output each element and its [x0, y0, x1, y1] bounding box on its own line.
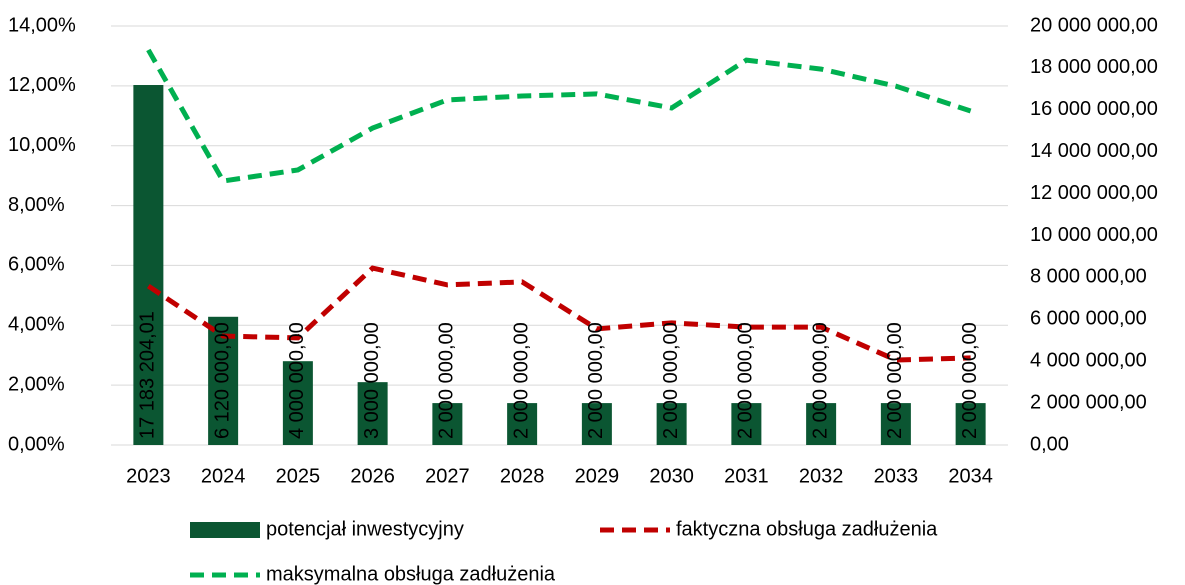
x-tick-label: 2024: [201, 465, 246, 487]
y2-tick-label: 16 000 000,00: [1030, 98, 1158, 120]
data-label: 6 120 000,00: [211, 322, 233, 439]
x-tick-label: 2023: [126, 465, 171, 487]
line: [146, 48, 972, 184]
bar: [581, 403, 612, 445]
y-tick-label: 2,00%: [8, 373, 65, 395]
x-tick-label: 2027: [425, 465, 470, 487]
bar: [432, 403, 463, 445]
x-tick-label: 2034: [948, 465, 993, 487]
data-label: 2 000 000,00: [660, 322, 682, 439]
bar: [357, 382, 388, 445]
bar: [806, 403, 837, 445]
data-label: 2 000 000,00: [735, 322, 757, 439]
y-tick-label: 8,00%: [8, 194, 65, 216]
y2-tick-label: 6 000 000,00: [1030, 308, 1147, 330]
legend-label: maksymalna obsługa zadłużenia: [266, 563, 556, 585]
data-label: 3 000 000,00: [361, 322, 383, 439]
data-label: 2 000 000,00: [809, 322, 831, 439]
bar: [133, 85, 164, 446]
data-label: 4 000 000,00: [286, 322, 308, 439]
data-label: 2 000 000,00: [436, 322, 458, 439]
data-label: 2 000 000,00: [884, 322, 906, 439]
y2-tick-label: 4 000 000,00: [1030, 349, 1147, 371]
y2-tick-label: 2 000 000,00: [1030, 391, 1147, 413]
x-tick-label: 2028: [500, 465, 545, 487]
y2-tick-label: 20 000 000,00: [1030, 14, 1158, 36]
y2-tick-label: 18 000 000,00: [1030, 56, 1158, 78]
y2-tick-label: 10 000 000,00: [1030, 224, 1158, 246]
x-tick-label: 2025: [276, 465, 321, 487]
x-tick-label: 2033: [874, 465, 919, 487]
legend-label: faktyczna obsługa zadłużenia: [676, 518, 938, 540]
x-tick-label: 2032: [799, 465, 844, 487]
data-label: 2 000 000,00: [510, 322, 532, 439]
y-tick-label: 10,00%: [8, 134, 76, 156]
data-label: 2 000 000,00: [585, 322, 607, 439]
y2-tick-label: 8 000 000,00: [1030, 266, 1147, 288]
x-tick-label: 2030: [649, 465, 694, 487]
legend-swatch: [190, 522, 260, 538]
x-tick-label: 2026: [350, 465, 395, 487]
bar: [282, 361, 313, 445]
y-tick-label: 12,00%: [8, 74, 76, 96]
data-label: 17 183 204,01: [137, 311, 159, 439]
y-tick-label: 14,00%: [8, 14, 76, 36]
line: [146, 265, 971, 363]
y2-tick-label: 14 000 000,00: [1030, 140, 1158, 162]
x-tick-label: 2031: [724, 465, 769, 487]
y-tick-label: 4,00%: [8, 314, 65, 336]
bar: [880, 403, 911, 445]
legend-label: potencjał inwestycyjny: [266, 518, 464, 540]
data-label: 2 000 000,00: [959, 322, 981, 439]
x-tick-label: 2029: [575, 465, 620, 487]
bar: [507, 403, 538, 445]
bar: [656, 403, 687, 445]
y-tick-label: 6,00%: [8, 254, 65, 276]
bar: [731, 403, 762, 445]
y-tick-label: 0,00%: [8, 433, 65, 455]
y2-tick-label: 0,00: [1030, 433, 1069, 455]
bar: [955, 403, 986, 445]
y2-tick-label: 12 000 000,00: [1030, 182, 1158, 204]
